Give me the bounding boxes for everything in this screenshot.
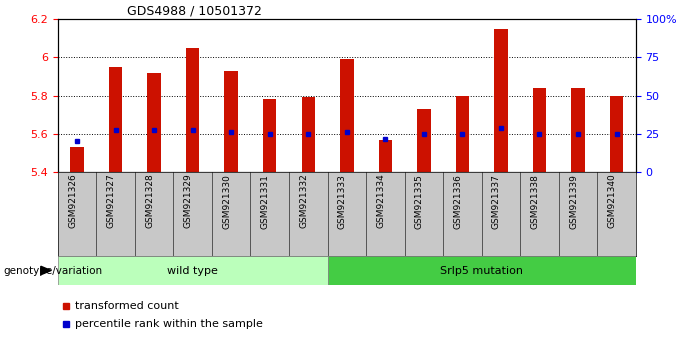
Text: genotype/variation: genotype/variation — [3, 266, 103, 275]
Bar — [494, 29, 508, 172]
Text: GSM921339: GSM921339 — [569, 174, 578, 229]
Text: GSM921336: GSM921336 — [454, 174, 462, 229]
Bar — [379, 139, 392, 172]
Text: GDS4988 / 10501372: GDS4988 / 10501372 — [127, 5, 262, 18]
Bar — [70, 147, 84, 172]
Bar — [571, 88, 585, 172]
Text: GSM921340: GSM921340 — [607, 174, 617, 228]
Text: transformed count: transformed count — [75, 301, 179, 311]
Bar — [340, 59, 354, 172]
Text: GSM921334: GSM921334 — [376, 174, 386, 228]
Text: GSM921330: GSM921330 — [222, 174, 231, 229]
Bar — [328, 256, 636, 285]
Text: GSM921338: GSM921338 — [530, 174, 539, 229]
Text: GSM921333: GSM921333 — [338, 174, 347, 229]
Text: wild type: wild type — [167, 266, 218, 275]
Text: GSM921337: GSM921337 — [492, 174, 501, 229]
Bar — [109, 67, 122, 172]
Bar — [456, 96, 469, 172]
Text: GSM921326: GSM921326 — [68, 174, 77, 228]
Bar — [148, 73, 161, 172]
Text: Srlp5 mutation: Srlp5 mutation — [440, 266, 523, 275]
Bar — [263, 99, 277, 172]
Text: GSM921329: GSM921329 — [184, 174, 192, 228]
Text: GSM921335: GSM921335 — [415, 174, 424, 229]
Text: GSM921328: GSM921328 — [145, 174, 154, 228]
Bar — [58, 256, 328, 285]
Bar — [301, 97, 315, 172]
Text: percentile rank within the sample: percentile rank within the sample — [75, 319, 262, 329]
Bar — [532, 88, 546, 172]
Polygon shape — [41, 266, 51, 275]
Bar — [186, 48, 199, 172]
Text: GSM921327: GSM921327 — [107, 174, 116, 228]
Bar — [224, 71, 238, 172]
Bar — [610, 96, 624, 172]
Text: GSM921331: GSM921331 — [260, 174, 270, 229]
Text: GSM921332: GSM921332 — [299, 174, 308, 228]
Bar — [417, 109, 430, 172]
